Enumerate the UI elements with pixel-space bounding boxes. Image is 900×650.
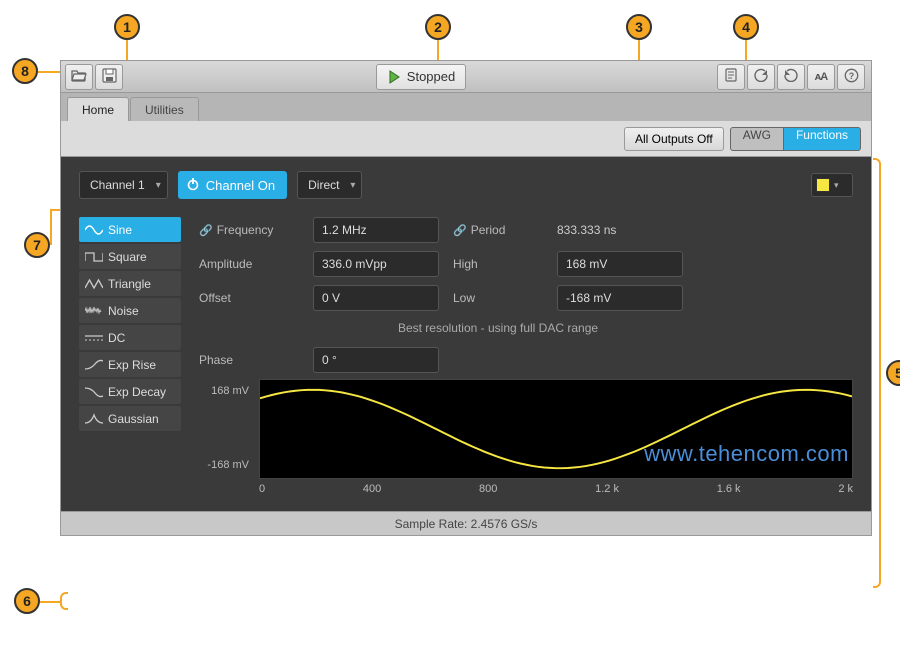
- dc-icon: [85, 332, 103, 344]
- amplitude-input[interactable]: 336.0 mVpp: [313, 251, 439, 277]
- callout-2: 2: [425, 14, 451, 40]
- plot-area: [259, 379, 853, 479]
- toolbar: Stopped ᴀA ?: [61, 61, 871, 93]
- redo-icon: [783, 68, 799, 85]
- link-icon: 🔗: [453, 224, 467, 237]
- app-window: Stopped ᴀA ? Home Utilities All Outputs …: [60, 60, 872, 536]
- undo-icon: [753, 68, 769, 85]
- play-icon: [387, 70, 401, 84]
- output-mode-select[interactable]: Direct: [297, 171, 362, 199]
- link-icon: 🔗: [199, 224, 213, 237]
- channel-on-button[interactable]: Channel On: [178, 171, 287, 199]
- y-max-label: 168 mV: [211, 385, 249, 397]
- waveform-item-exprise[interactable]: Exp Rise: [79, 352, 181, 377]
- all-outputs-off-button[interactable]: All Outputs Off: [624, 127, 724, 151]
- folder-open-icon: [71, 68, 87, 85]
- color-swatch: [816, 178, 830, 192]
- power-icon: [186, 177, 200, 194]
- callout-7: 7: [24, 232, 50, 258]
- waveform-item-noise[interactable]: Noise: [79, 298, 181, 323]
- run-button[interactable]: Stopped: [376, 64, 466, 90]
- waveform-item-triangle[interactable]: Triangle: [79, 271, 181, 296]
- resolution-info: Best resolution - using full DAC range: [313, 319, 683, 339]
- waveform-item-square[interactable]: Square: [79, 244, 181, 269]
- channel-select[interactable]: Channel 1: [79, 171, 168, 199]
- high-input[interactable]: 168 mV: [557, 251, 683, 277]
- offset-label: Offset: [199, 291, 299, 305]
- callout-3: 3: [626, 14, 652, 40]
- trace-color-select[interactable]: ▾: [811, 173, 853, 197]
- help-button[interactable]: ?: [837, 64, 865, 90]
- period-label: 🔗Period: [453, 223, 543, 237]
- run-label: Stopped: [407, 69, 455, 84]
- waveform-item-expdecay[interactable]: Exp Decay: [79, 379, 181, 404]
- doc-icon: [724, 68, 738, 85]
- tab-utilities[interactable]: Utilities: [130, 97, 199, 121]
- mode-functions-button[interactable]: Functions: [784, 127, 861, 151]
- tab-home[interactable]: Home: [67, 97, 129, 121]
- callout-4: 4: [733, 14, 759, 40]
- help-icon: ?: [844, 68, 859, 86]
- high-label: High: [453, 257, 543, 271]
- waveform-list: Sine Square Triangle Noise DC: [79, 217, 181, 495]
- save-icon: [102, 68, 117, 86]
- phase-input[interactable]: 0 °: [313, 347, 439, 373]
- waveform-item-sine[interactable]: Sine: [79, 217, 181, 242]
- redo-button[interactable]: [777, 64, 805, 90]
- channel-on-label: Channel On: [206, 178, 275, 193]
- main-panel: Channel 1 Channel On Direct ▾ Sine: [61, 157, 871, 511]
- tab-row: Home Utilities: [61, 93, 871, 121]
- font-icon: ᴀA: [815, 71, 827, 83]
- parameter-grid: 🔗Frequency 1.2 MHz 🔗Period 833.333 ns Am…: [199, 217, 853, 373]
- low-input[interactable]: -168 mV: [557, 285, 683, 311]
- font-size-button[interactable]: ᴀA: [807, 64, 835, 90]
- save-button[interactable]: [95, 64, 123, 90]
- triangle-icon: [85, 278, 103, 290]
- gaussian-icon: [85, 413, 103, 425]
- top-strip: All Outputs Off AWG Functions: [61, 121, 871, 157]
- channel-control-row: Channel 1 Channel On Direct ▾: [79, 171, 853, 199]
- callout-5: 5: [886, 360, 900, 386]
- callout-6: 6: [14, 588, 40, 614]
- callout-1: 1: [114, 14, 140, 40]
- expdecay-icon: [85, 386, 103, 398]
- amplitude-label: Amplitude: [199, 257, 299, 271]
- mode-awg-button[interactable]: AWG: [730, 127, 784, 151]
- callout-8: 8: [12, 58, 38, 84]
- square-icon: [85, 251, 103, 263]
- frequency-label: 🔗Frequency: [199, 223, 299, 237]
- chevron-down-icon: ▾: [834, 180, 839, 191]
- sine-icon: [85, 224, 103, 236]
- waveform-chart: 168 mV -168 mV 0 400 800 1.2 k 1.6 k: [199, 379, 853, 495]
- toolbar-button-1[interactable]: [717, 64, 745, 90]
- offset-input[interactable]: 0 V: [313, 285, 439, 311]
- y-min-label: -168 mV: [207, 459, 249, 471]
- waveform-item-dc[interactable]: DC: [79, 325, 181, 350]
- open-button[interactable]: [65, 64, 93, 90]
- svg-text:?: ?: [848, 71, 854, 81]
- phase-label: Phase: [199, 353, 299, 367]
- frequency-input[interactable]: 1.2 MHz: [313, 217, 439, 243]
- noise-icon: [85, 305, 103, 317]
- sample-rate-label: Sample Rate: 2.4576 GS/s: [395, 517, 538, 531]
- waveform-item-gaussian[interactable]: Gaussian: [79, 406, 181, 431]
- period-value: 833.333 ns: [557, 223, 683, 237]
- x-axis-labels: 0 400 800 1.2 k 1.6 k 2 k: [259, 479, 853, 495]
- status-bar: Sample Rate: 2.4576 GS/s: [61, 511, 871, 535]
- low-label: Low: [453, 291, 543, 305]
- undo-button[interactable]: [747, 64, 775, 90]
- exprise-icon: [85, 359, 103, 371]
